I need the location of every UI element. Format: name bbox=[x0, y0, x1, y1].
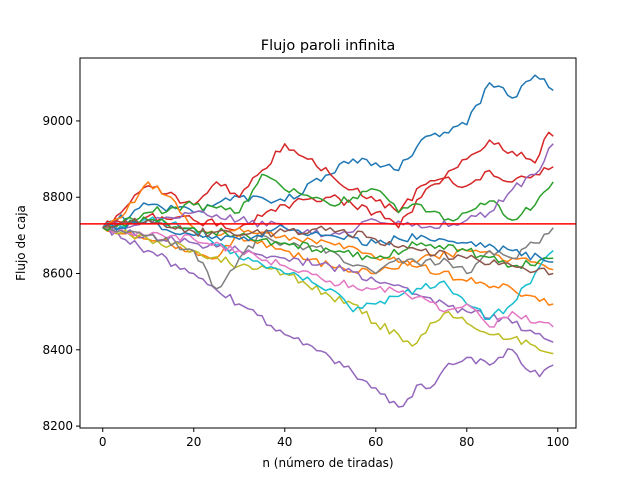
series-line-2 bbox=[102, 131, 554, 229]
y-axis: 8200 8400 8600 8800 9000 bbox=[42, 114, 80, 433]
x-axis-label: n (número de tiradas) bbox=[262, 456, 393, 470]
x-tick-label: 60 bbox=[368, 435, 383, 449]
y-tick-label: 9000 bbox=[42, 114, 73, 128]
series-line-9 bbox=[102, 143, 554, 238]
x-tick-label: 80 bbox=[459, 435, 474, 449]
series-line-3 bbox=[102, 166, 554, 232]
series-line-16 bbox=[102, 217, 554, 276]
chart-title: Flujo paroli infinita bbox=[261, 38, 395, 54]
series-line-10 bbox=[102, 226, 554, 355]
y-tick-label: 8200 bbox=[42, 419, 73, 433]
series-line-5 bbox=[102, 181, 554, 306]
y-tick-label: 8400 bbox=[42, 343, 73, 357]
x-axis: 0 20 40 60 80 100 bbox=[99, 428, 569, 449]
x-tick-label: 100 bbox=[546, 435, 569, 449]
x-tick-label: 40 bbox=[277, 435, 292, 449]
y-axis-label: Flujo de caja bbox=[14, 205, 28, 281]
series-line-12 bbox=[102, 224, 554, 328]
y-tick-label: 8600 bbox=[42, 267, 73, 281]
series-line-13 bbox=[102, 225, 554, 290]
plot-area bbox=[80, 74, 576, 408]
series-line-15 bbox=[102, 221, 554, 263]
series-line-8 bbox=[102, 226, 554, 343]
x-tick-label: 20 bbox=[186, 435, 201, 449]
series-line-7 bbox=[102, 225, 554, 408]
x-tick-label: 0 bbox=[99, 435, 107, 449]
plot-frame bbox=[79, 57, 577, 429]
series-line-11 bbox=[102, 216, 554, 321]
y-tick-label: 8800 bbox=[42, 190, 73, 204]
